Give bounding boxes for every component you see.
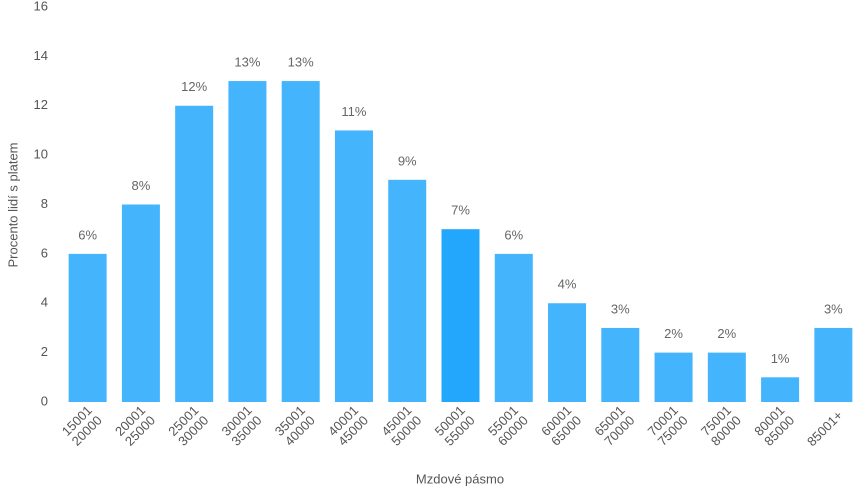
y-axis-label: Procento lidí s platem bbox=[5, 142, 20, 267]
y-tick-label: 14 bbox=[34, 48, 48, 63]
x-tick-label: 2500130000 bbox=[166, 403, 212, 449]
y-tick-label: 4 bbox=[41, 295, 48, 310]
x-tick-label: 1500120000 bbox=[59, 403, 105, 449]
bar bbox=[441, 229, 480, 402]
value-label: 6% bbox=[78, 227, 97, 242]
x-tick-label: 4000145000 bbox=[325, 403, 371, 449]
bar bbox=[494, 253, 533, 402]
x-tick-label: 85001+ bbox=[804, 408, 846, 450]
bar bbox=[548, 303, 587, 402]
bar bbox=[334, 130, 373, 402]
value-label: 3% bbox=[611, 301, 630, 316]
y-tick-label: 0 bbox=[41, 393, 48, 408]
value-label: 6% bbox=[504, 227, 523, 242]
x-tick-label: 3500140000 bbox=[272, 403, 318, 449]
value-label: 12% bbox=[181, 79, 207, 94]
value-label: 13% bbox=[288, 55, 314, 70]
x-axis-label: Mzdové pásmo bbox=[416, 471, 504, 486]
bar bbox=[388, 179, 427, 402]
bar bbox=[654, 352, 693, 402]
x-tick-label: 5000155000 bbox=[432, 403, 478, 449]
y-tick-label: 12 bbox=[34, 97, 48, 112]
bar bbox=[601, 327, 640, 402]
bar bbox=[121, 204, 160, 402]
x-tick-label: 6000165000 bbox=[538, 403, 584, 449]
x-tick-label: 3000135000 bbox=[219, 403, 265, 449]
bar bbox=[707, 352, 746, 402]
value-label: 3% bbox=[824, 301, 843, 316]
value-label: 2% bbox=[664, 326, 683, 341]
value-label: 7% bbox=[451, 203, 470, 218]
x-tick-label: 7000175000 bbox=[645, 403, 691, 449]
value-label: 1% bbox=[771, 351, 790, 366]
y-tick-label: 6 bbox=[41, 245, 48, 260]
value-label: 11% bbox=[341, 104, 366, 119]
bar bbox=[814, 327, 853, 402]
value-label: 9% bbox=[398, 153, 417, 168]
bar bbox=[228, 81, 267, 402]
x-tick-label: 2000125000 bbox=[112, 403, 158, 449]
bar bbox=[68, 253, 107, 402]
value-label: 2% bbox=[717, 326, 736, 341]
value-label: 13% bbox=[234, 55, 260, 70]
y-tick-label: 8 bbox=[41, 196, 48, 211]
bar bbox=[761, 377, 800, 402]
y-tick-label: 2 bbox=[41, 344, 48, 359]
x-tick-label: 8000185000 bbox=[752, 403, 798, 449]
x-tick-label: 7500180000 bbox=[698, 403, 744, 449]
value-label: 8% bbox=[132, 178, 151, 193]
x-tick-label: 6500170000 bbox=[592, 403, 638, 449]
x-tick-label: 5500160000 bbox=[485, 403, 531, 449]
bar bbox=[175, 105, 214, 402]
y-tick-label: 16 bbox=[34, 0, 48, 13]
bar bbox=[281, 81, 320, 402]
value-label: 4% bbox=[558, 277, 577, 292]
y-tick-label: 10 bbox=[34, 147, 48, 162]
x-tick-label: 4500150000 bbox=[379, 403, 425, 449]
